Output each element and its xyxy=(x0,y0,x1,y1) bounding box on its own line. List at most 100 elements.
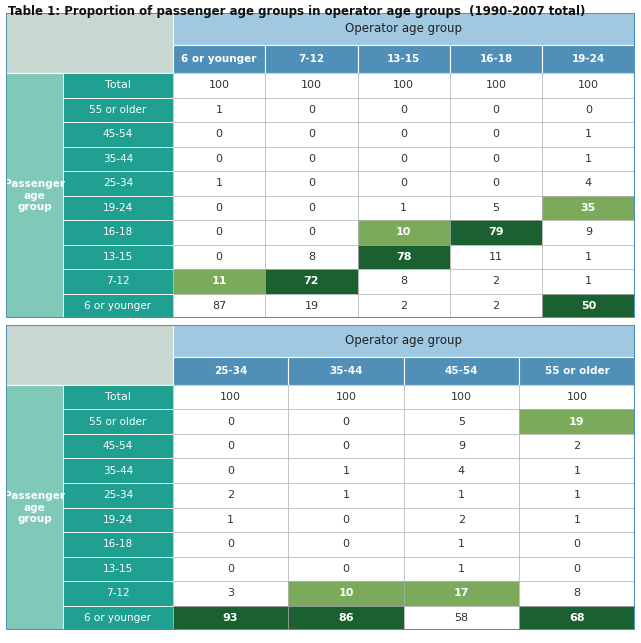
Text: 5: 5 xyxy=(458,417,465,427)
Text: 0: 0 xyxy=(308,203,315,213)
Text: 45-54: 45-54 xyxy=(103,441,133,451)
Bar xyxy=(288,557,404,581)
Text: 25-34: 25-34 xyxy=(103,178,133,188)
Bar xyxy=(173,294,265,318)
Text: 55 or older: 55 or older xyxy=(89,417,147,427)
Text: 25-34: 25-34 xyxy=(103,490,133,500)
Bar xyxy=(450,147,542,171)
Text: 4: 4 xyxy=(585,178,592,188)
Bar xyxy=(63,147,173,171)
Text: 13-15: 13-15 xyxy=(103,564,133,574)
Text: 8: 8 xyxy=(400,276,407,287)
Text: 0: 0 xyxy=(492,178,499,188)
Text: 68: 68 xyxy=(569,613,585,623)
Bar xyxy=(288,357,404,385)
Text: 1: 1 xyxy=(458,539,465,549)
Text: 2: 2 xyxy=(573,441,581,451)
Text: 45-54: 45-54 xyxy=(445,366,478,376)
Text: 0: 0 xyxy=(400,154,407,164)
Bar xyxy=(404,483,519,507)
Bar xyxy=(404,532,519,557)
Text: 19-24: 19-24 xyxy=(103,515,133,525)
Bar xyxy=(288,606,404,630)
Text: Passenger
age
group: Passenger age group xyxy=(4,179,65,212)
Bar xyxy=(63,269,173,294)
Text: 86: 86 xyxy=(338,613,354,623)
Text: 0: 0 xyxy=(492,154,499,164)
Text: 0: 0 xyxy=(308,129,315,140)
Bar xyxy=(173,122,265,147)
Bar xyxy=(358,220,450,245)
Bar xyxy=(265,294,358,318)
Bar xyxy=(6,73,63,318)
Bar xyxy=(173,606,288,630)
Text: 2: 2 xyxy=(492,276,499,287)
Text: 1: 1 xyxy=(574,466,580,476)
Text: 2: 2 xyxy=(227,490,234,500)
Text: 93: 93 xyxy=(223,613,238,623)
Text: 6 or younger: 6 or younger xyxy=(85,613,151,623)
Bar xyxy=(288,507,404,532)
Bar xyxy=(63,122,173,147)
Bar xyxy=(63,220,173,245)
Text: 11: 11 xyxy=(212,276,227,287)
Bar xyxy=(63,171,173,195)
Bar xyxy=(404,410,519,434)
Text: 0: 0 xyxy=(400,105,407,115)
Text: 100: 100 xyxy=(335,392,356,402)
Text: Table 1: Proportion of passenger age groups in operator age groups  (1990-2007 t: Table 1: Proportion of passenger age gro… xyxy=(8,5,585,17)
Text: 2: 2 xyxy=(492,301,499,311)
Text: 0: 0 xyxy=(342,417,349,427)
Bar xyxy=(265,245,358,269)
Bar xyxy=(173,434,288,458)
Bar xyxy=(358,171,450,195)
Text: 2: 2 xyxy=(400,301,407,311)
Bar xyxy=(358,147,450,171)
Bar xyxy=(265,98,358,122)
Bar xyxy=(63,458,173,483)
Bar xyxy=(173,325,635,357)
Bar xyxy=(173,458,288,483)
Text: 50: 50 xyxy=(581,301,596,311)
Text: 58: 58 xyxy=(454,613,469,623)
Bar xyxy=(358,45,450,73)
Text: 1: 1 xyxy=(215,105,222,115)
Bar xyxy=(63,606,173,630)
Text: Total: Total xyxy=(105,392,131,402)
Text: 4: 4 xyxy=(458,466,465,476)
Bar xyxy=(519,385,635,410)
Bar xyxy=(173,410,288,434)
Text: 0: 0 xyxy=(227,441,234,451)
Text: 7-12: 7-12 xyxy=(298,54,324,64)
Bar xyxy=(288,532,404,557)
Text: 79: 79 xyxy=(488,228,504,237)
Text: 19: 19 xyxy=(304,301,319,311)
Text: 1: 1 xyxy=(574,490,580,500)
Bar xyxy=(173,220,265,245)
Text: 0: 0 xyxy=(215,252,222,262)
Bar xyxy=(404,606,519,630)
Bar xyxy=(173,45,265,73)
Bar xyxy=(63,434,173,458)
Bar xyxy=(63,294,173,318)
Text: 10: 10 xyxy=(396,228,412,237)
Bar xyxy=(542,220,635,245)
Text: 9: 9 xyxy=(458,441,465,451)
Text: 0: 0 xyxy=(215,203,222,213)
Text: 1: 1 xyxy=(227,515,234,525)
Text: 10: 10 xyxy=(338,588,354,599)
Text: 55 or older: 55 or older xyxy=(544,366,609,376)
Bar xyxy=(450,171,542,195)
Bar xyxy=(288,581,404,606)
Text: 8: 8 xyxy=(308,252,315,262)
Bar xyxy=(265,122,358,147)
Bar xyxy=(542,73,635,98)
Bar xyxy=(450,245,542,269)
Text: 19-24: 19-24 xyxy=(103,203,133,213)
Text: 6 or younger: 6 or younger xyxy=(85,301,151,311)
Bar xyxy=(63,532,173,557)
Bar xyxy=(63,98,173,122)
Bar xyxy=(404,581,519,606)
Text: 0: 0 xyxy=(308,178,315,188)
Bar xyxy=(404,357,519,385)
